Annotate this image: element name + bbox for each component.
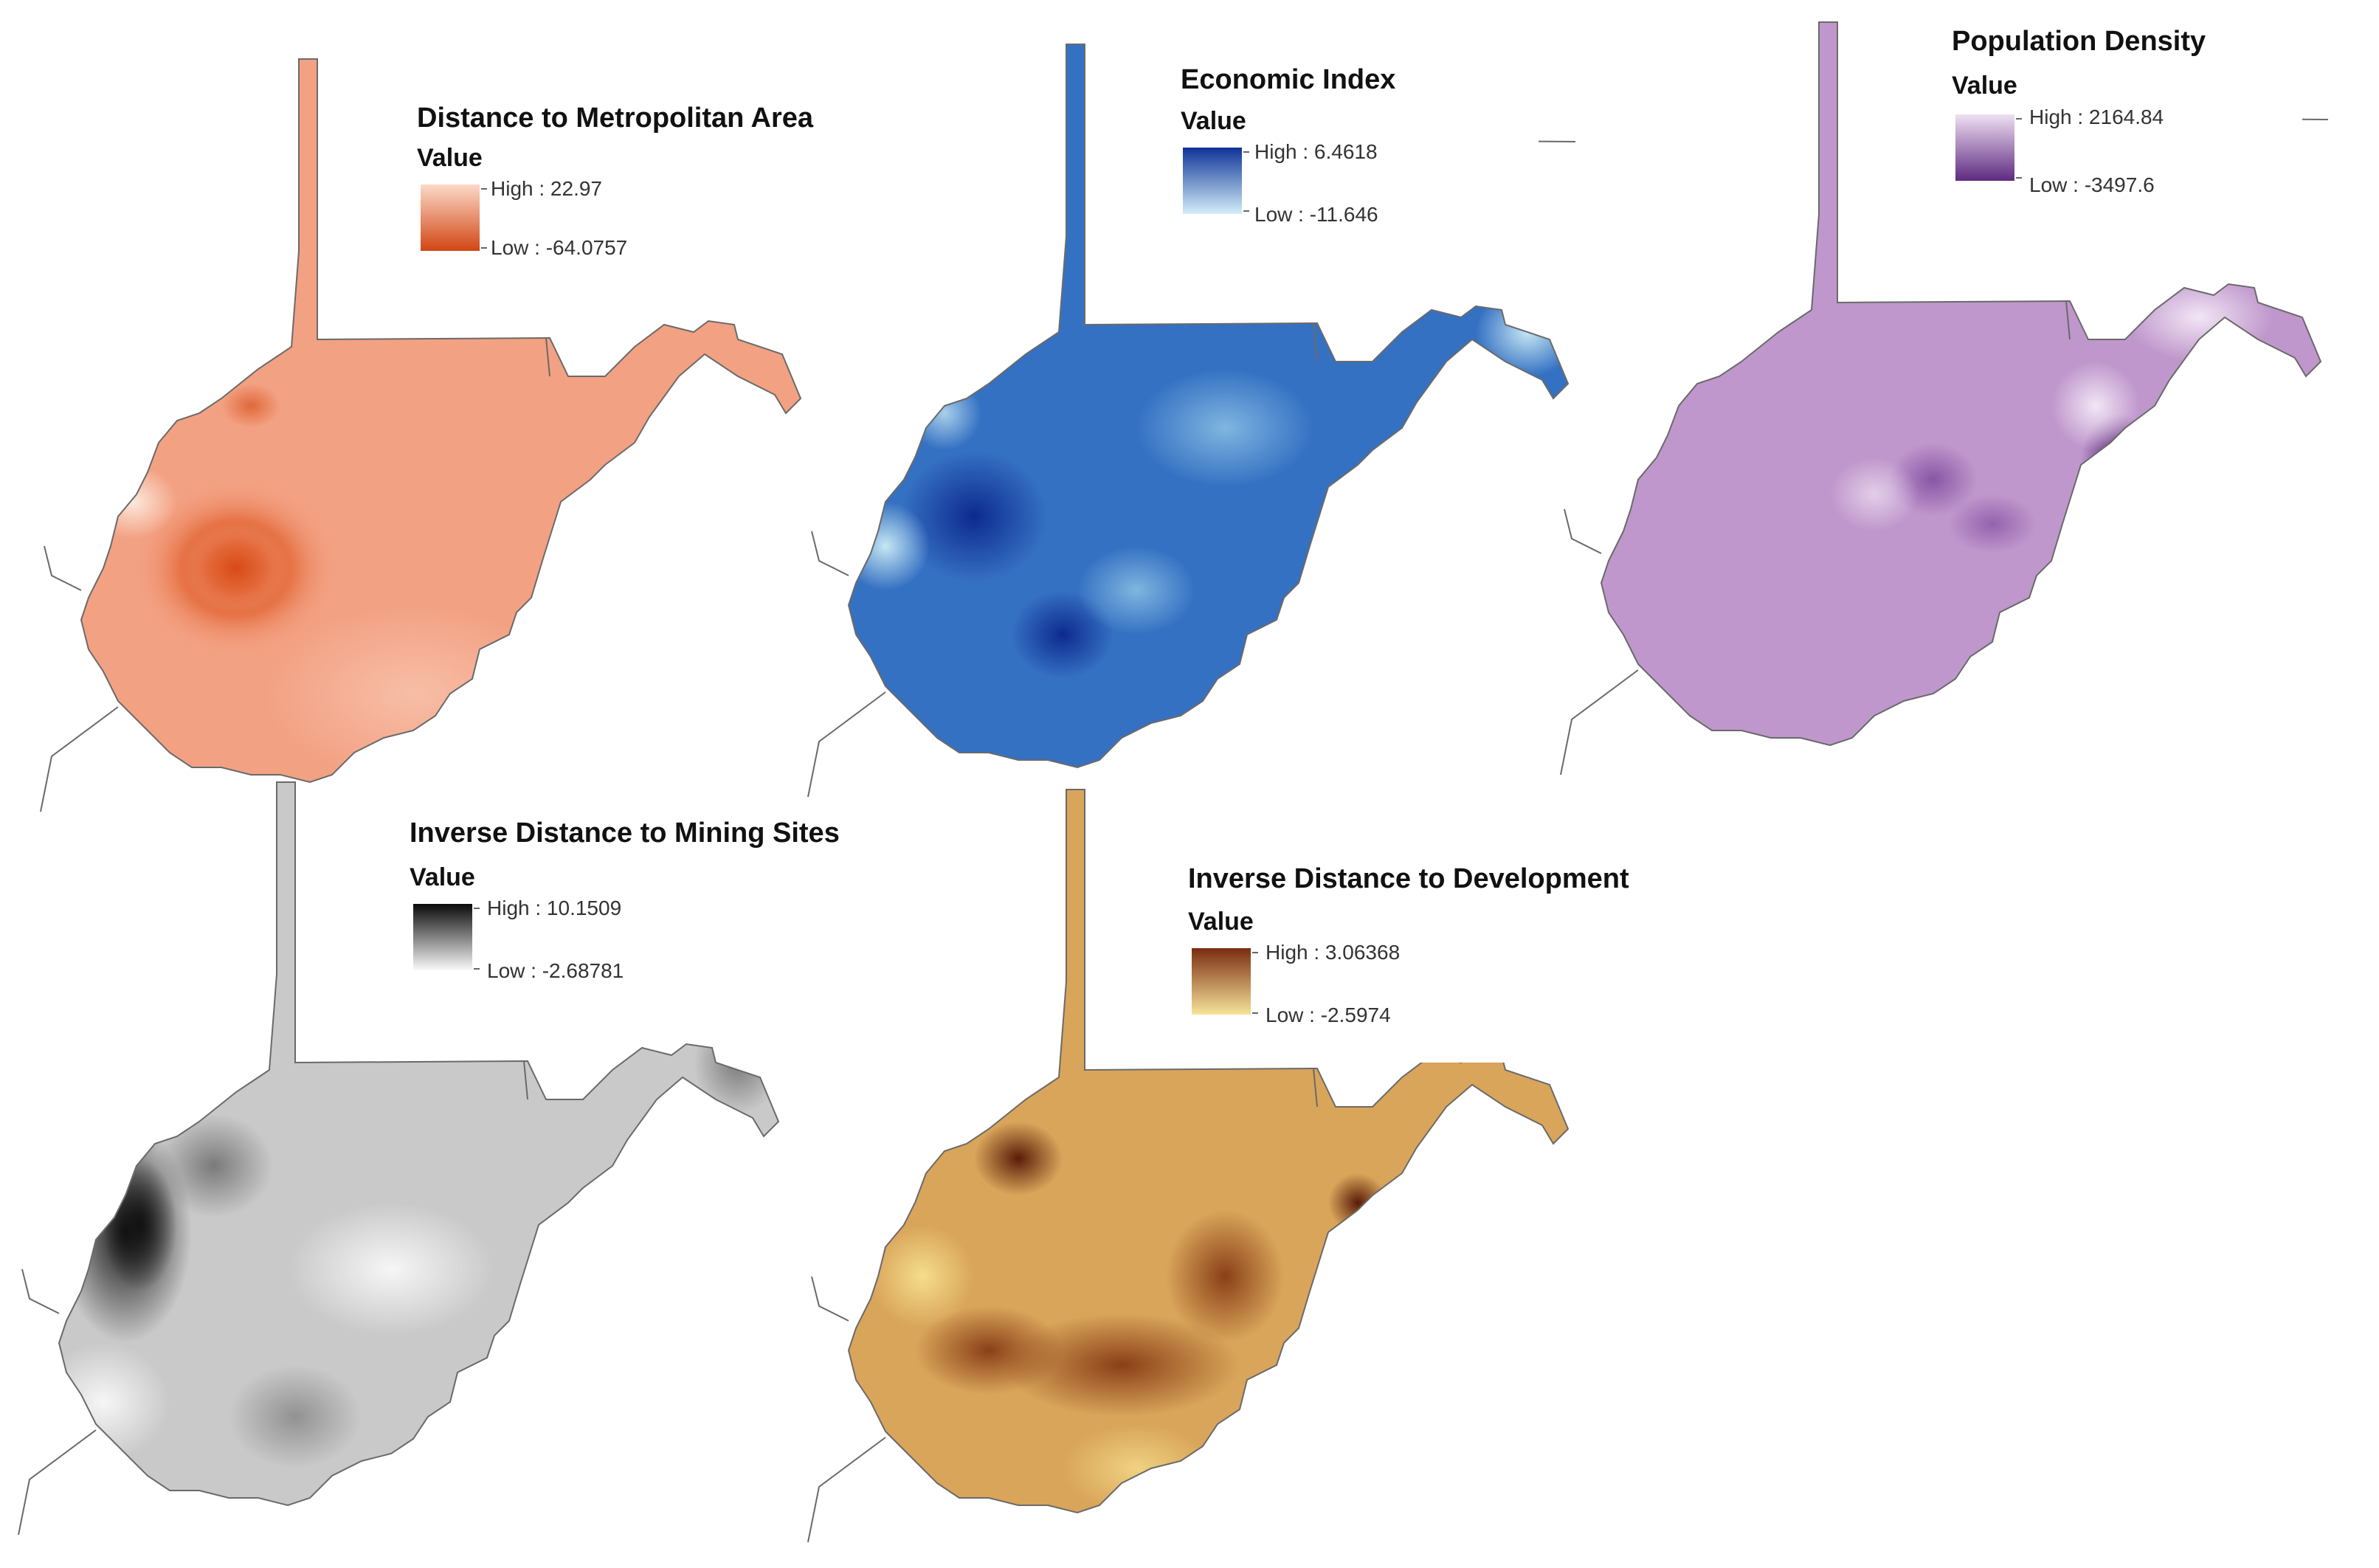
legend-color-ramp xyxy=(1955,114,2014,181)
legend-development: Inverse Distance to Development Value Hi… xyxy=(1162,856,1629,1063)
legend-high-label: High : 3.06368 xyxy=(1266,941,1401,964)
legend-value-label: Value xyxy=(410,863,475,891)
legend-color-ramp xyxy=(1192,948,1251,1015)
legend-value-label: Value xyxy=(1181,107,1246,135)
legend-population-density: Population Density Value High : 2164.84 … xyxy=(1919,18,2302,244)
legend-color-ramp xyxy=(1183,148,1242,214)
legend-low-label: Low : -2.68781 xyxy=(487,959,624,982)
legend-economic-index: Economic Index Value High : 6.4618 Low :… xyxy=(1155,55,1539,262)
legend-low-label: Low : -64.0757 xyxy=(491,236,628,259)
legend-title: Inverse Distance to Mining Sites xyxy=(410,818,840,849)
legend-value-label: Value xyxy=(1952,72,2017,100)
legend-distance-metro: Distance to Metropolitan Area Value High… xyxy=(398,92,814,295)
legend-high-label: High : 22.97 xyxy=(491,177,602,200)
legend-high-label: High : 2164.84 xyxy=(2029,106,2164,128)
legend-title: Inverse Distance to Development xyxy=(1188,863,1629,894)
legend-color-ramp xyxy=(421,184,480,251)
legend-title: Economic Index xyxy=(1181,64,1396,95)
legend-mining-sites: Inverse Distance to Mining Sites Value H… xyxy=(384,804,840,1022)
legend-low-label: Low : -3497.6 xyxy=(2029,173,2155,196)
legend-color-ramp xyxy=(413,904,472,970)
legend-value-label: Value xyxy=(1188,908,1254,936)
legend-title: Distance to Metropolitan Area xyxy=(417,103,814,134)
legend-low-label: Low : -2.5974 xyxy=(1266,1004,1391,1026)
legend-high-label: High : 10.1509 xyxy=(487,897,622,919)
legend-value-label: Value xyxy=(417,144,483,172)
legend-title: Population Density xyxy=(1952,26,2206,57)
legend-low-label: Low : -11.646 xyxy=(1254,203,1378,226)
legend-high-label: High : 6.4618 xyxy=(1254,140,1378,163)
